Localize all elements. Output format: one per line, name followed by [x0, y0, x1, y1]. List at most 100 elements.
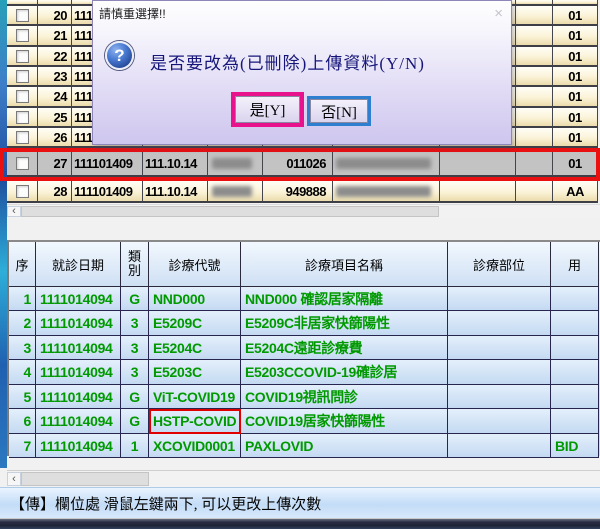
detail-cell-name: E5204C遠距診療費: [241, 336, 448, 360]
detail-cell-part: [448, 336, 551, 360]
table-cell-up: 01: [553, 47, 598, 67]
table-cell-up: 01: [553, 26, 598, 47]
row-checkbox[interactable]: [15, 157, 29, 170]
table-cell-up: 01: [553, 108, 598, 128]
detail-cell-date: 1111014094: [36, 311, 121, 336]
detail-cell-usage: [551, 287, 599, 311]
status-bar: 【傳】欄位處 滑鼠左鍵兩下, 可以更改上傳次數: [0, 487, 600, 519]
column-header-label: 類別: [127, 248, 141, 278]
scroll-left-arrow-icon[interactable]: ‹: [7, 472, 21, 486]
detail-cell-usage: BID: [551, 434, 599, 458]
row-checkbox[interactable]: [15, 110, 29, 124]
detail-cell-code: ViT-COVID19: [149, 385, 241, 409]
table-cell-cbx: [7, 108, 38, 128]
column-header-cat: 類別: [121, 242, 149, 286]
detail-cell-date: 1111014094: [36, 385, 121, 409]
table-cell-x2: [516, 47, 553, 67]
detail-table-row[interactable]: 7 1111014094 1 XCOVID0001 PAXLOVID BID: [9, 434, 599, 458]
table-cell-x2: [516, 26, 553, 47]
detail-table-row[interactable]: 3 1111014094 3 E5204C E5204C遠距診療費: [9, 336, 599, 360]
no-button[interactable]: 否[N]: [307, 96, 371, 126]
yes-button[interactable]: 是[Y]: [231, 92, 304, 127]
column-header-label: 序: [15, 257, 29, 273]
table-cell-num: 27: [38, 152, 72, 177]
table-cell-x1: [440, 181, 516, 203]
detail-table-row[interactable]: 6 1111014094 G HSTP-COVID COVID19居家快篩陽性: [9, 409, 599, 434]
row-checkbox[interactable]: [15, 184, 29, 198]
table-cell-date2: 111.10.14: [143, 181, 208, 203]
column-header-name: 診療項目名稱: [241, 242, 448, 286]
redacted-patient-id: [336, 158, 431, 169]
detail-cell-usage: [551, 360, 599, 385]
detail-cell-seq: 4: [9, 360, 36, 385]
row-checkbox[interactable]: [15, 69, 29, 83]
row-checkbox[interactable]: [15, 29, 29, 42]
redacted-patient-name: [212, 158, 252, 169]
column-header-usage: 用: [551, 242, 599, 286]
detail-cell-name: E5203CCOVID-19確診居: [241, 360, 448, 385]
detail-cell-code: E5204C: [149, 336, 241, 360]
detail-cell-date: 1111014094: [36, 360, 121, 385]
table-cell-x1: [440, 152, 516, 177]
table-cell-x2: [516, 67, 553, 87]
bottom-dark-strip: [0, 519, 600, 529]
table-cell-pid: [333, 181, 440, 203]
detail-table-row[interactable]: 2 1111014094 3 E5209C E5209C非居家快篩陽性: [9, 311, 599, 336]
table-cell-up: 01: [553, 128, 598, 148]
column-header-code: 診療代號: [149, 242, 241, 286]
table-cell-x2: [516, 152, 553, 177]
detail-cell-name: COVID19居家快篩陽性: [241, 409, 448, 434]
status-hint-text: 【傳】欄位處 滑鼠左鍵兩下, 可以更改上傳次數: [10, 496, 322, 513]
scrollbar-thumb[interactable]: [21, 206, 439, 217]
detail-table-row[interactable]: 5 1111014094 G ViT-COVID19 COVID19視訊問診: [9, 385, 599, 409]
detail-table-row[interactable]: 4 1111014094 3 E5203C E5203CCOVID-19確診居: [9, 360, 599, 385]
detail-cell-name: PAXLOVID: [241, 434, 448, 458]
bottom-horizontal-scrollbar[interactable]: ‹: [7, 470, 600, 487]
close-icon[interactable]: ×: [494, 5, 503, 22]
detail-cell-cat: G: [121, 409, 149, 434]
highlighted-code-cell: HSTP-COVID: [149, 409, 241, 434]
table-cell-cbx: [7, 47, 38, 67]
row-checkbox[interactable]: [15, 90, 29, 103]
window-edge-strip: [0, 0, 7, 468]
row-checkbox[interactable]: [15, 130, 29, 144]
detail-cell-part: [448, 311, 551, 336]
top-horizontal-scrollbar[interactable]: ‹: [7, 204, 600, 218]
table-cell-cbx: [7, 67, 38, 87]
table-cell-num: 25: [38, 108, 72, 128]
dialog-message: 是否要改為(已刪除)上傳資料(Y/N): [150, 54, 425, 73]
detail-cell-name: E5209C非居家快篩陽性: [241, 311, 448, 336]
table-cell-num: 26: [38, 128, 72, 148]
detail-cell-usage: [551, 311, 599, 336]
top-table-row[interactable]: 27 111101409 111.10.14 011026 01: [7, 152, 598, 177]
table-cell-pid: [333, 152, 440, 177]
table-cell-up: 01: [553, 152, 598, 177]
row-checkbox[interactable]: [15, 8, 29, 22]
detail-cell-usage: [551, 336, 599, 360]
scrollbar-thumb[interactable]: [21, 472, 149, 486]
detail-cell-cat: 3: [121, 311, 149, 336]
table-cell-up: 01: [553, 6, 598, 26]
table-cell-num: 21: [38, 26, 72, 47]
top-table-row[interactable]: 28 111101409 111.10.14 949888 AA: [7, 181, 598, 203]
detail-cell-part: [448, 434, 551, 458]
table-cell-num: 22: [38, 47, 72, 67]
table-cell-cbx: [7, 128, 38, 148]
detail-table-row[interactable]: 1 1111014094 G NND000 NND000 確認居家隔離: [9, 287, 599, 311]
table-cell-name: [208, 181, 263, 203]
detail-cell-cat: 3: [121, 336, 149, 360]
detail-cell-code: E5203C: [149, 360, 241, 385]
column-header-part: 診療部位: [448, 242, 551, 286]
table-cell-code: 949888: [263, 181, 333, 203]
detail-cell-cat: 3: [121, 360, 149, 385]
table-cell-cbx: [7, 6, 38, 26]
detail-cell-name: NND000 確認居家隔離: [241, 287, 448, 311]
table-cell: [516, 0, 553, 6]
row-checkbox[interactable]: [15, 49, 29, 63]
scroll-left-arrow-icon[interactable]: ‹: [7, 206, 21, 217]
detail-cell-seq: 6: [9, 409, 36, 434]
treatment-detail-table: 序就診日期 類別 診療代號 診療項目名稱 診療部位用 1 1111014094 G NND000…: [7, 240, 600, 458]
table-cell: [38, 0, 72, 6]
detail-cell-part: [448, 385, 551, 409]
table-cell-cbx: [7, 181, 38, 203]
